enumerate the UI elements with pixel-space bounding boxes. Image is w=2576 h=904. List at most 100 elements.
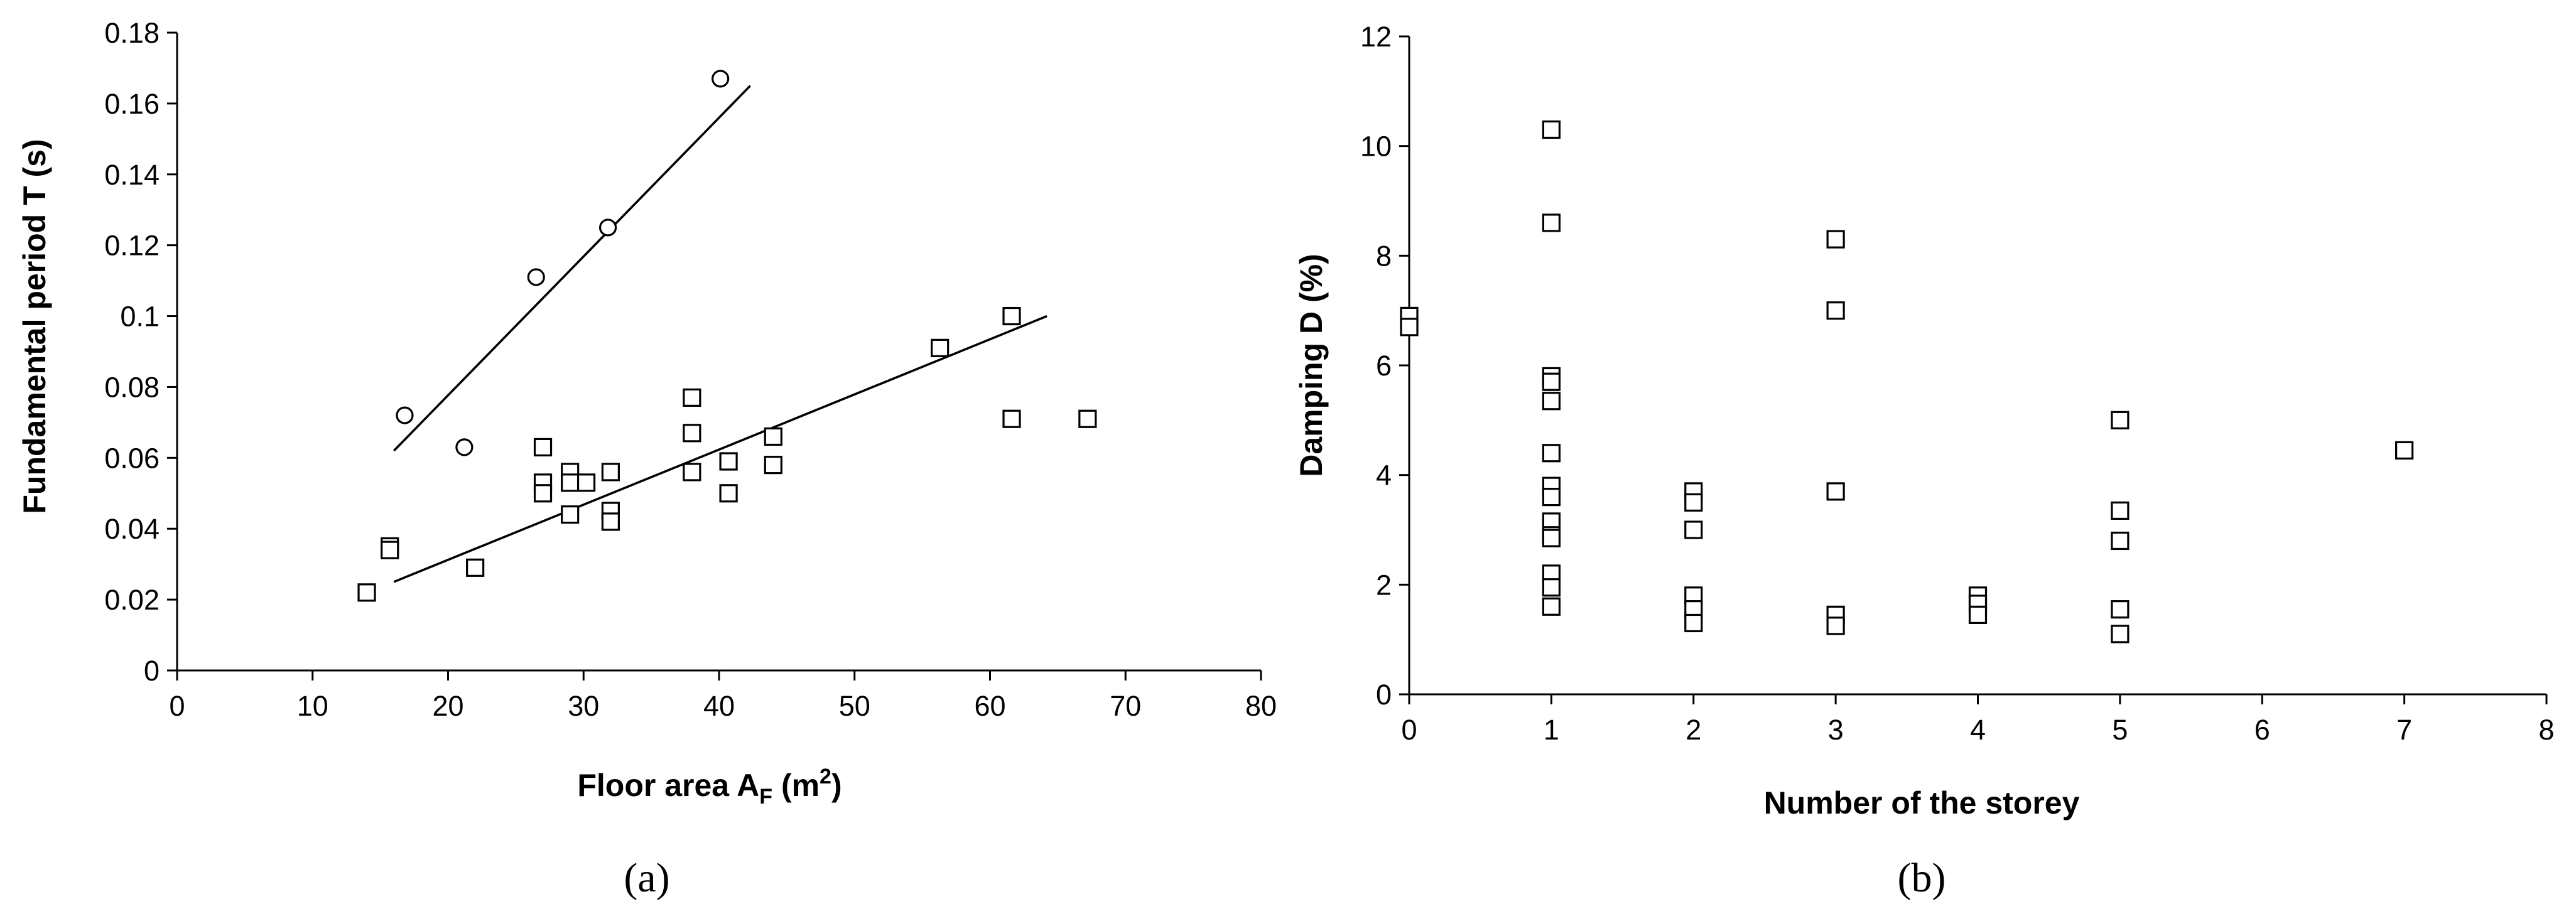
y-tick-label-b: 2 [1376, 569, 1392, 601]
data-point-square-a [683, 463, 701, 482]
data-point-square-a [931, 338, 950, 357]
x-tick-label-a: 30 [568, 690, 599, 722]
data-point-square-b [1542, 392, 1561, 411]
y-tick-label-a: 0.08 [104, 371, 160, 403]
x-tick-label-a: 20 [432, 690, 463, 722]
data-point-square-b [2395, 441, 2414, 460]
y-tick-label-a: 0.18 [104, 17, 160, 49]
data-point-square-b [1542, 120, 1561, 139]
data-point-square-b [1542, 213, 1561, 232]
data-point-square-b [2111, 501, 2130, 520]
trend-line-circle-a [392, 85, 751, 452]
x-tick-label-a: 10 [297, 690, 328, 722]
x-axis-label-a-unit-close: ) [831, 768, 842, 803]
y-tick-labels-a: 0 0.02 0.04 0.06 0.08 0.1 0.12 0.14 0.16 0.18 [104, 17, 160, 687]
x-tick-label-b: 2 [1686, 714, 1701, 746]
y-tick-label-b: 10 [1360, 131, 1392, 163]
data-point-square-a [533, 438, 553, 457]
data-point-circle-a [396, 406, 414, 424]
fit-lines-a [392, 85, 1047, 583]
data-point-circle-a [598, 218, 617, 237]
data-point-square-a [533, 484, 553, 503]
data-points-a [357, 70, 1097, 602]
y-tick-label-b: 12 [1360, 21, 1392, 53]
data-point-square-b [2111, 531, 2130, 551]
x-tick-label-a: 0 [169, 690, 185, 722]
data-point-square-a [719, 452, 738, 471]
data-point-square-b [1542, 529, 1561, 547]
data-point-square-b [1542, 372, 1561, 391]
x-axis-label-a-unit: (m [772, 768, 820, 803]
x-axis-label-a-subscript: F [759, 785, 772, 809]
data-point-square-b [1400, 318, 1419, 336]
trend-line-square-a [393, 315, 1047, 583]
x-axis-label-a-main: Floor area A [577, 768, 759, 803]
data-point-square-b [2111, 625, 2130, 643]
data-point-square-a [1078, 409, 1097, 428]
x-tick-labels-a: 0 10 20 30 40 50 60 70 80 [169, 690, 1277, 722]
y-tick-label-a: 0.12 [104, 230, 160, 262]
x-tick-label-b: 7 [2396, 714, 2412, 746]
y-tick-label-b: 8 [1376, 240, 1392, 272]
data-point-square-b [1684, 613, 1703, 633]
y-tick-label-a: 0.16 [104, 88, 160, 120]
y-tick-label-a: 0.02 [104, 584, 160, 616]
x-tick-label-b: 5 [2112, 714, 2128, 746]
y-tick-labels-b: 0 2 4 6 8 10 12 [1360, 21, 1392, 711]
data-point-square-a [601, 463, 620, 482]
data-point-square-a [764, 456, 782, 475]
data-point-square-a [719, 484, 738, 503]
x-tick-labels-b: 0 1 2 3 4 5 6 7 8 [1401, 714, 2554, 746]
y-tick-label-a: 0.04 [104, 513, 160, 545]
y-tick-label-b: 0 [1376, 679, 1392, 711]
data-points-b [1400, 120, 2414, 643]
x-axis-label-b: Number of the storey [1764, 785, 2080, 821]
data-point-square-b [1826, 230, 1845, 249]
y-axis-label-b: Damping D (%) [1294, 254, 1329, 477]
axes-b [1399, 35, 2548, 704]
data-point-square-a [683, 388, 701, 407]
y-tick-label-b: 6 [1376, 350, 1392, 382]
axes-a [167, 31, 1262, 681]
data-point-square-a [764, 427, 782, 446]
data-point-circle-a [527, 268, 545, 286]
y-tick-label-a: 0.06 [104, 442, 160, 474]
x-tick-label-b: 6 [2254, 714, 2270, 746]
x-tick-label-b: 3 [1828, 714, 1844, 746]
data-point-square-b [1826, 301, 1845, 320]
data-point-square-a [357, 583, 376, 602]
data-point-square-a [466, 558, 485, 577]
data-point-square-a [683, 424, 701, 443]
panel-caption-b: (b) [1898, 855, 1946, 901]
data-point-square-a [561, 473, 580, 492]
x-axis-label-a-superscript: 2 [820, 765, 831, 788]
y-tick-label-a: 0.14 [104, 159, 160, 191]
data-point-circle-a [455, 438, 474, 456]
y-tick-label-b: 4 [1376, 460, 1392, 492]
data-point-square-a [576, 473, 596, 492]
data-point-square-b [1542, 444, 1561, 463]
data-point-square-a [381, 541, 399, 559]
data-point-square-b [1968, 605, 1988, 624]
data-point-square-a [561, 505, 580, 524]
x-tick-label-a: 40 [703, 690, 735, 722]
data-point-square-b [1542, 487, 1561, 507]
data-point-square-b [2111, 600, 2130, 619]
data-point-square-a [1002, 409, 1021, 428]
x-axis-label-a: Floor area AF (m2) [577, 765, 842, 809]
data-point-square-b [2111, 411, 2130, 429]
y-tick-label-a: 0.1 [120, 301, 160, 333]
data-point-square-a [1002, 306, 1021, 326]
data-point-square-b [1684, 520, 1703, 539]
panel-caption-a: (a) [624, 855, 669, 901]
x-tick-label-a: 50 [839, 690, 870, 722]
x-tick-label-b: 0 [1401, 714, 1417, 746]
x-tick-label-a: 80 [1245, 690, 1277, 722]
y-tick-label-a: 0 [144, 655, 160, 687]
x-tick-label-b: 4 [1970, 714, 1986, 746]
data-point-square-a [601, 512, 620, 531]
x-tick-label-a: 60 [974, 690, 1005, 722]
x-tick-label-b: 8 [2538, 714, 2554, 746]
